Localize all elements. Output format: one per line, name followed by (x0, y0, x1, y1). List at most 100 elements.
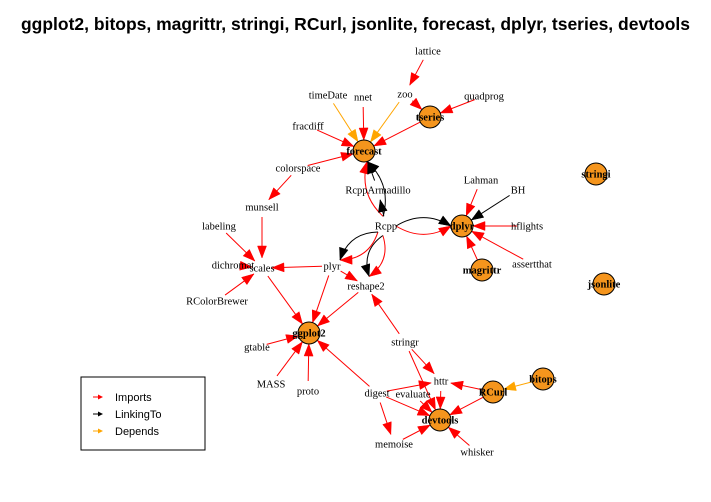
edge-RCurl-devtools (449, 396, 484, 416)
node-label-whisker: whisker (460, 448, 494, 459)
node-label-assertthat: assertthat (512, 260, 552, 271)
node-lattice: lattice (415, 47, 441, 58)
edge-stringr-reshape2 (371, 293, 400, 335)
node-label-fracdiff: fracdiff (292, 122, 324, 133)
node-layer: forecast tseries dplyr magrittr stringi jsonl… (186, 47, 621, 459)
node-label-quadprog: quadprog (464, 92, 504, 103)
node-label-reshape2: reshape2 (347, 282, 384, 293)
node-label-magrittr: magrittr (463, 266, 502, 277)
node-Lahman: Lahman (464, 176, 499, 187)
node-stringi: stringi (581, 162, 611, 186)
node-label-colorspace: colorspace (276, 164, 321, 175)
node-scales: scales (249, 264, 274, 275)
edge-labeling-scales (225, 232, 256, 262)
node-MASS: MASS (257, 380, 286, 391)
node-label-stringi: stringi (581, 170, 610, 181)
node-label-evaluate: evaluate (396, 390, 431, 401)
edge-assertthat-dplyr (471, 230, 524, 260)
node-timeDate: timeDate (309, 91, 348, 102)
node-label-timeDate: timeDate (309, 91, 348, 102)
node-hflights: hflights (511, 222, 543, 233)
node-memoise: memoise (375, 440, 413, 451)
node-labeling: labeling (202, 222, 237, 233)
node-label-plyr: plyr (324, 262, 341, 273)
edge-BH-dplyr (470, 194, 510, 221)
edge-quadprog-tseries (439, 99, 475, 114)
node-gtable: gtable (244, 343, 270, 354)
legend-item-linkingto: LinkingTo (93, 409, 161, 421)
node-ggplot2: ggplot2 (292, 321, 326, 345)
node-zoo: zoo (397, 90, 412, 101)
edge-Rcpp-reshape2 (360, 235, 384, 278)
edge-RCurl-httr (450, 380, 483, 391)
edge-reshape2-ggplot2 (316, 291, 359, 327)
node-jsonlite: jsonlite (587, 272, 621, 296)
edge-Rcpp-plyr (339, 231, 379, 265)
node-stringr: stringr (391, 338, 419, 349)
node-bitops: bitops (529, 367, 557, 391)
edge-hflights-dplyr (472, 221, 517, 231)
edge-plyr-ggplot2 (311, 275, 330, 324)
node-label-memoise: memoise (375, 440, 413, 451)
edge-plyr-scales (271, 262, 323, 273)
edge-scales-ggplot2 (267, 275, 303, 325)
node-label-munsell: munsell (245, 203, 278, 214)
node-label-RCurl: RCurl (479, 388, 508, 399)
edge-zoo-forecast (370, 101, 400, 143)
edge-httr-devtools (435, 390, 446, 410)
edge-fracdiff-forecast (316, 129, 355, 147)
edge-Rcpp-dplyr (395, 225, 452, 237)
node-label-jsonlite: jsonlite (587, 280, 621, 291)
node-dplyr: dplyr (450, 214, 475, 238)
edge-MASS-ggplot2 (276, 341, 303, 377)
legend-label: Depends (115, 426, 160, 438)
node-label-digest: digest (364, 389, 389, 400)
edge-colorspace-munsell (268, 175, 292, 201)
legend-label: LinkingTo (115, 409, 161, 421)
node-RColorBrewer: RColorBrewer (186, 297, 248, 308)
edge-proto-ggplot2 (303, 343, 314, 382)
node-fracdiff: fracdiff (292, 122, 324, 133)
node-label-RColorBrewer: RColorBrewer (186, 297, 248, 308)
edge-digest-httr (386, 380, 432, 392)
edge-colorspace-forecast (307, 152, 355, 166)
node-label-lattice: lattice (415, 47, 441, 58)
edge-stringr-httr (411, 349, 435, 375)
edge-munsell-scales (257, 217, 267, 259)
node-label-proto: proto (297, 387, 319, 398)
edge-RColorBrewer-scales (224, 273, 255, 296)
edge-nnet-forecast (358, 106, 369, 141)
node-label-scales: scales (249, 264, 274, 275)
node-label-devtools: devtools (422, 416, 459, 427)
edge-timeDate-forecast (332, 103, 359, 143)
edge-Rcpp-RcppArmadillo (378, 199, 388, 217)
edge-bitops-RCurl (502, 381, 533, 391)
edge-lattice-zoo (409, 59, 424, 86)
node-label-dplyr: dplyr (450, 222, 475, 233)
node-RcppArmadillo: RcppArmadillo (345, 186, 410, 197)
legend: Imports LinkingTo Depends (80, 376, 206, 451)
edge-memoise-devtools (402, 424, 431, 440)
node-plyr: plyr (324, 262, 341, 273)
edge-dichromat-scales (239, 260, 253, 271)
node-digest: digest (364, 389, 389, 400)
node-munsell: munsell (245, 203, 278, 214)
edge-gtable-ggplot2 (266, 334, 300, 345)
edge-Lahman-dplyr (465, 189, 478, 217)
node-dichromat: dichromat (212, 261, 255, 272)
node-proto: proto (297, 387, 319, 398)
node-tseries: tseries (416, 105, 444, 129)
node-devtools: devtools (422, 408, 459, 432)
edge-RcppArmadillo-forecast (367, 160, 377, 181)
node-label-forecast: forecast (346, 147, 382, 158)
edge-digest-devtools (385, 396, 431, 417)
node-magrittr: magrittr (463, 258, 502, 282)
node-label-stringr: stringr (391, 338, 419, 349)
node-httr: httr (434, 377, 449, 388)
node-colorspace: colorspace (276, 164, 321, 175)
legend-label: Imports (115, 392, 152, 404)
node-BH: BH (511, 186, 526, 197)
node-label-MASS: MASS (257, 380, 286, 391)
node-label-zoo: zoo (397, 90, 412, 101)
